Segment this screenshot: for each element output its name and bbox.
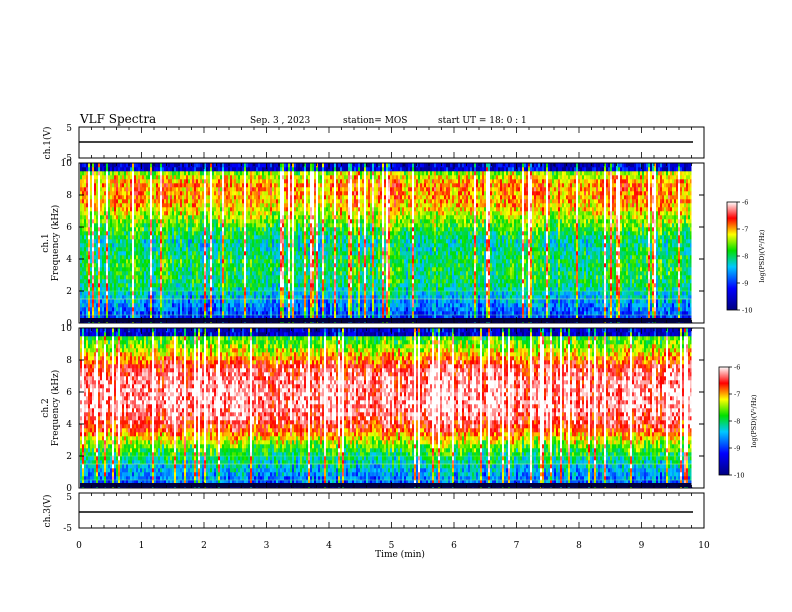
time-xlabel: Time (min) (375, 549, 425, 560)
ch1-voltage-panel: 5 -5 ch.1(V) (42, 124, 704, 164)
ch3-voltage-panel: 5 -5 ch.3(V) 0 1 2 3 4 5 6 7 8 9 10 Time (min) (42, 493, 710, 560)
xtick-label: 7 (514, 541, 520, 551)
date-label: Sep. 3 , 2023 (250, 116, 310, 126)
xtick-label: 10 (698, 541, 710, 551)
ch2-channel-label: ch.2 (41, 398, 51, 417)
ytick-label: 2 (66, 452, 72, 462)
colorbar-tick-label: -9 (742, 280, 748, 288)
station-label: station= MOS (343, 116, 407, 126)
ch2-colorbar-gradient (719, 367, 729, 475)
figure-title: VLF Spectra (79, 112, 156, 126)
xtick-label: 6 (451, 541, 457, 551)
colorbar-tick-label: -7 (734, 391, 740, 399)
ytick-label: 8 (66, 191, 72, 201)
vlf-spectra-figure: VLF Spectra Sep. 3 , 2023 station= MOS s… (0, 0, 792, 612)
ytick-label: 10 (61, 159, 73, 169)
ytick-label: 6 (66, 388, 72, 398)
ch1-colorbar-ticks: -6 -7 -8 -9 -10 (737, 199, 752, 315)
xtick-label: 4 (326, 541, 332, 551)
ch1-spectrogram-heatmap (80, 163, 703, 323)
ytick-label: 10 (61, 324, 73, 334)
colorbar-tick-label: -7 (742, 226, 748, 234)
ytick-label: 4 (66, 420, 72, 430)
colorbar-tick-label: -9 (734, 445, 740, 453)
ch1-colorbar-gradient (727, 202, 737, 310)
ch3-ytick-bottom: -5 (63, 524, 72, 534)
xtick-label: 1 (139, 541, 145, 551)
ch1-colorbar: -6 -7 -8 -9 -10 log(PSD)(V²/Hz) (727, 199, 766, 315)
ytick-label: 6 (66, 223, 72, 233)
ch2-colorbar-label: log(PSD)(V²/Hz) (750, 394, 758, 447)
colorbar-tick-label: -6 (734, 364, 740, 372)
ch2-colorbar: -6 -7 -8 -9 -10 log(PSD)(V²/Hz) (719, 364, 758, 480)
ytick-label: 4 (66, 255, 72, 265)
xtick-label: 3 (264, 541, 270, 551)
xtick-label: 8 (576, 541, 582, 551)
ch3-voltage-ylabel: ch.3(V) (42, 495, 53, 528)
colorbar-tick-label: -8 (742, 253, 748, 261)
colorbar-tick-label: -8 (734, 418, 740, 426)
ch1-ytick-top: 5 (66, 124, 72, 134)
colorbar-tick-label: -6 (742, 199, 748, 207)
start-time-label: start UT = 18: 0 : 1 (438, 116, 527, 126)
ch1-channel-label: ch.1 (41, 233, 51, 252)
ytick-label: 8 (66, 356, 72, 366)
ch2-frequency-ylabel: Frequency (kHz) (50, 370, 61, 447)
colorbar-tick-label: -10 (734, 472, 744, 480)
ch2-spectrogram-heatmap (80, 328, 703, 488)
ch3-ytick-top: 5 (66, 493, 72, 503)
ch1-colorbar-label: log(PSD)(V²/Hz) (758, 229, 766, 282)
xtick-label: 2 (201, 541, 207, 551)
ch3-voltage-ticks (79, 493, 704, 528)
ch1-voltage-ylabel: ch.1(V) (42, 127, 53, 160)
ytick-label: 2 (66, 287, 72, 297)
ch1-frequency-ylabel: Frequency (kHz) (50, 205, 61, 282)
colorbar-tick-label: -10 (742, 307, 752, 315)
xtick-label: 9 (639, 541, 645, 551)
xtick-label: 0 (76, 541, 82, 551)
ch2-colorbar-ticks: -6 -7 -8 -9 -10 (729, 364, 744, 480)
